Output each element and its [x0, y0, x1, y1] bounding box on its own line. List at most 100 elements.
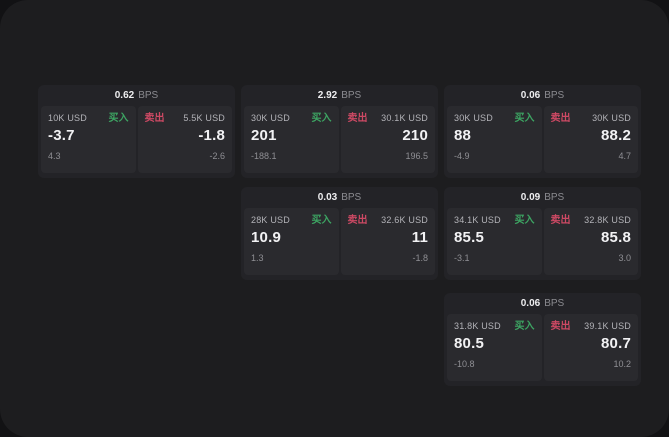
sell-quote-tile[interactable]: 卖出 32.8K USD 85.8 3.0 — [543, 208, 638, 275]
spread-header: 0.06 BPS — [447, 293, 638, 314]
spread-header: 0.03 BPS — [244, 187, 435, 208]
buy-price-value: 80.5 — [454, 335, 484, 352]
buy-price-value: -3.7 — [48, 127, 75, 144]
buy-side-label: 买入 — [514, 215, 535, 226]
bps-unit-label: BPS — [341, 90, 362, 101]
sell-price-value: 80.7 — [601, 335, 631, 352]
sell-notional-label: 32.6K USD — [381, 215, 428, 225]
sell-change-value: -1.8 — [412, 253, 428, 263]
sell-quote-tile[interactable]: 卖出 30K USD 88.2 4.7 — [543, 106, 638, 173]
sell-side-label: 卖出 — [347, 113, 368, 124]
spread-bps-value: 0.03 — [317, 192, 338, 203]
bps-unit-label: BPS — [341, 192, 362, 203]
bps-unit-label: BPS — [544, 192, 565, 203]
buy-change-value: -3.1 — [454, 253, 470, 263]
sell-notional-label: 39.1K USD — [584, 321, 631, 331]
buy-change-value: 4.3 — [48, 151, 61, 161]
sell-tile-top: 卖出 32.8K USD — [551, 214, 632, 227]
sell-quote-tile[interactable]: 卖出 39.1K USD 80.7 10.2 — [543, 314, 638, 381]
buy-side-label: 买入 — [311, 113, 332, 124]
sell-tile-top: 卖出 5.5K USD — [145, 112, 226, 125]
spread-bps-value: 0.06 — [520, 298, 541, 309]
buy-change-value: -4.9 — [454, 151, 470, 161]
buy-tile-top: 10K USD 买入 — [48, 112, 129, 125]
sell-notional-label: 5.5K USD — [183, 113, 225, 123]
sell-side-label: 卖出 — [144, 113, 165, 124]
sell-tile-top: 卖出 30.1K USD — [348, 112, 429, 125]
bps-unit-label: BPS — [138, 90, 159, 101]
sell-side-label: 卖出 — [550, 215, 571, 226]
buy-quote-tile[interactable]: 34.1K USD 买入 85.5 -3.1 — [447, 208, 542, 275]
quote-card: 0.06 BPS 30K USD 买入 88 -4.9 卖出 30K USD 8… — [444, 85, 641, 178]
spread-header: 0.06 BPS — [447, 85, 638, 106]
spread-bps-value: 0.06 — [520, 90, 541, 101]
sell-quote-tile[interactable]: 卖出 32.6K USD 11 -1.8 — [340, 208, 435, 275]
buy-tile-top: 34.1K USD 买入 — [454, 214, 535, 227]
sell-change-value: 196.5 — [405, 151, 428, 161]
sell-notional-label: 32.8K USD — [584, 215, 631, 225]
buy-quote-tile[interactable]: 30K USD 买入 201 -188.1 — [244, 106, 339, 173]
buy-quote-tile[interactable]: 10K USD 买入 -3.7 4.3 — [41, 106, 136, 173]
buy-price-value: 85.5 — [454, 229, 484, 246]
sell-notional-label: 30.1K USD — [381, 113, 428, 123]
buy-side-label: 买入 — [514, 321, 535, 332]
quote-card: 0.06 BPS 31.8K USD 买入 80.5 -10.8 卖出 39.1… — [444, 293, 641, 386]
sell-side-label: 卖出 — [347, 215, 368, 226]
buy-price-value: 88 — [454, 127, 472, 144]
sell-change-value: -2.6 — [209, 151, 225, 161]
buy-notional-label: 30K USD — [251, 113, 290, 123]
sell-change-value: 3.0 — [618, 253, 631, 263]
sell-price-value: -1.8 — [198, 127, 225, 144]
sell-tile-top: 卖出 39.1K USD — [551, 320, 632, 333]
buy-notional-label: 10K USD — [48, 113, 87, 123]
buy-notional-label: 31.8K USD — [454, 321, 501, 331]
buy-change-value: -10.8 — [454, 359, 475, 369]
quote-card: 2.92 BPS 30K USD 买入 201 -188.1 卖出 30.1K … — [241, 85, 438, 178]
sell-quote-tile[interactable]: 卖出 5.5K USD -1.8 -2.6 — [137, 106, 232, 173]
buy-change-value: -188.1 — [251, 151, 277, 161]
sell-tile-top: 卖出 32.6K USD — [348, 214, 429, 227]
quote-body: 30K USD 买入 201 -188.1 卖出 30.1K USD 210 1… — [244, 106, 435, 173]
buy-tile-top: 30K USD 买入 — [454, 112, 535, 125]
buy-notional-label: 28K USD — [251, 215, 290, 225]
sell-price-value: 210 — [402, 127, 428, 144]
buy-side-label: 买入 — [514, 113, 535, 124]
bps-unit-label: BPS — [544, 298, 565, 309]
buy-tile-top: 30K USD 买入 — [251, 112, 332, 125]
quote-card: 0.09 BPS 34.1K USD 买入 85.5 -3.1 卖出 32.8K… — [444, 187, 641, 280]
bps-unit-label: BPS — [544, 90, 565, 101]
quote-card: 0.62 BPS 10K USD 买入 -3.7 4.3 卖出 5.5K USD… — [38, 85, 235, 178]
buy-quote-tile[interactable]: 28K USD 买入 10.9 1.3 — [244, 208, 339, 275]
buy-notional-label: 30K USD — [454, 113, 493, 123]
sell-side-label: 卖出 — [550, 321, 571, 332]
spread-bps-value: 0.62 — [114, 90, 135, 101]
spread-bps-value: 2.92 — [317, 90, 338, 101]
buy-side-label: 买入 — [311, 215, 332, 226]
spread-header: 2.92 BPS — [244, 85, 435, 106]
sell-change-value: 4.7 — [618, 151, 631, 161]
sell-notional-label: 30K USD — [592, 113, 631, 123]
sell-price-value: 11 — [411, 229, 428, 246]
sell-price-value: 85.8 — [601, 229, 631, 246]
sell-price-value: 88.2 — [601, 127, 631, 144]
spread-header: 0.09 BPS — [447, 187, 638, 208]
quote-card: 0.03 BPS 28K USD 买入 10.9 1.3 卖出 32.6K US… — [241, 187, 438, 280]
sell-tile-top: 卖出 30K USD — [551, 112, 632, 125]
sell-quote-tile[interactable]: 卖出 30.1K USD 210 196.5 — [340, 106, 435, 173]
buy-price-value: 201 — [251, 127, 277, 144]
buy-tile-top: 31.8K USD 买入 — [454, 320, 535, 333]
buy-change-value: 1.3 — [251, 253, 264, 263]
spread-bps-value: 0.09 — [520, 192, 541, 203]
buy-quote-tile[interactable]: 31.8K USD 买入 80.5 -10.8 — [447, 314, 542, 381]
buy-side-label: 买入 — [108, 113, 129, 124]
quote-body: 10K USD 买入 -3.7 4.3 卖出 5.5K USD -1.8 -2.… — [41, 106, 232, 173]
buy-tile-top: 28K USD 买入 — [251, 214, 332, 227]
sell-change-value: 10.2 — [613, 359, 631, 369]
quote-body: 31.8K USD 买入 80.5 -10.8 卖出 39.1K USD 80.… — [447, 314, 638, 381]
spread-header: 0.62 BPS — [41, 85, 232, 106]
buy-quote-tile[interactable]: 30K USD 买入 88 -4.9 — [447, 106, 542, 173]
quote-body: 28K USD 买入 10.9 1.3 卖出 32.6K USD 11 -1.8 — [244, 208, 435, 275]
quote-body: 30K USD 买入 88 -4.9 卖出 30K USD 88.2 4.7 — [447, 106, 638, 173]
buy-price-value: 10.9 — [251, 229, 281, 246]
